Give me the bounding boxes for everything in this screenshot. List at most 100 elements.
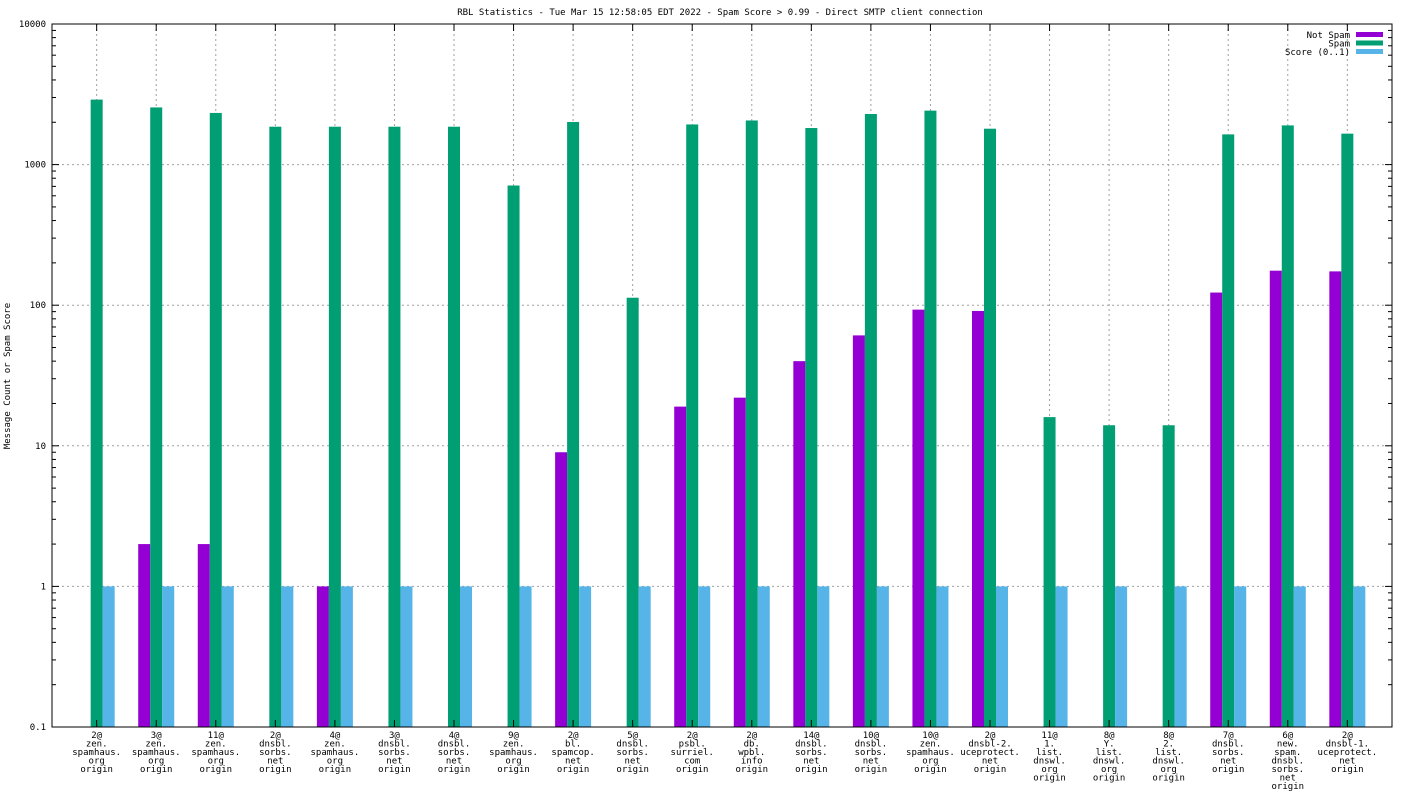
x-tick-label: sorbs.	[259, 748, 292, 758]
bar-not-spam	[972, 310, 984, 727]
y-tick-label: 10	[35, 442, 46, 452]
x-tick-label: org	[922, 757, 938, 767]
bar-score-0-1	[400, 586, 413, 727]
y-tick-label: 0.1	[30, 723, 46, 733]
bar-score-0-1	[460, 586, 472, 727]
x-tick-label: 10@	[922, 731, 939, 741]
x-tick-label: zen.	[920, 740, 942, 750]
x-tick-label: 2@	[270, 731, 281, 741]
x-tick-label: sorbs.	[1272, 765, 1305, 775]
x-tick-label: origin	[1033, 774, 1066, 784]
x-tick-label: origin	[200, 765, 233, 775]
x-tick-label: 1.	[1044, 740, 1055, 750]
bar-score-0-1	[1055, 586, 1068, 727]
bar-not-spam	[197, 544, 210, 727]
bar-not-spam	[555, 452, 568, 727]
x-tick-label: net	[446, 757, 462, 767]
x-tick-label: 3@	[389, 731, 400, 741]
y-tick-label: 1	[41, 582, 46, 592]
x-tick-label: sorbs.	[855, 748, 888, 758]
x-tick-label: wpbl.	[738, 748, 765, 758]
bar-not-spam	[674, 406, 687, 727]
x-tick-label: origin	[855, 765, 888, 775]
x-tick-label: zen.	[145, 740, 167, 750]
x-tick-label: org	[89, 757, 105, 767]
x-tick-label: sorbs.	[795, 748, 828, 758]
x-tick-label: list.	[1096, 748, 1123, 758]
bar-spam	[209, 112, 222, 727]
bar-score-0-1	[757, 586, 770, 727]
x-tick-label: dnsbl.	[616, 740, 649, 750]
x-tick-label: 9@	[508, 731, 519, 741]
bar-spam	[864, 114, 877, 727]
x-tick-label: 2@	[91, 731, 102, 741]
bar-spam	[567, 121, 580, 727]
bar-spam	[90, 99, 103, 727]
y-tick-labels: 0.1 1 10 100 1000 10000	[19, 20, 46, 733]
x-tick-label: 2@	[985, 731, 996, 741]
x-tick-label: 11@	[208, 731, 225, 741]
x-tick-label: origin	[676, 765, 709, 775]
bar-spam	[1281, 125, 1294, 728]
x-tick-label: origin	[736, 765, 769, 775]
x-tick-label: org	[1161, 765, 1177, 775]
bar-score-0-1	[1234, 586, 1247, 727]
x-tick-label: dnsbl.	[378, 740, 411, 750]
legend-swatch	[1356, 32, 1383, 37]
x-tick-label: origin	[80, 765, 113, 775]
x-tick-label: 2@	[687, 731, 698, 741]
x-tick-label: 2@	[1342, 731, 1353, 741]
x-tick-label: dnsbl.	[438, 740, 471, 750]
x-tick-label: 2@	[568, 731, 579, 741]
x-tick-label: zen.	[503, 740, 525, 750]
bar-not-spam	[1269, 270, 1282, 727]
bar-score-0-1	[519, 586, 532, 727]
bar-score-0-1	[579, 586, 592, 727]
plot-border	[51, 23, 1393, 728]
x-tick-label: origin	[1093, 774, 1126, 784]
x-tick-label: net	[1220, 757, 1236, 767]
x-tick-label: dnswl.	[1093, 757, 1126, 767]
x-tick-label: sorbs.	[616, 748, 649, 758]
bar-spam	[150, 107, 163, 728]
x-tick-label: 4@	[449, 731, 460, 741]
x-tick-label: org	[327, 757, 343, 767]
y-axis-label: Message Count or Spam Score	[3, 303, 13, 449]
bar-score-0-1	[1115, 586, 1128, 727]
bar-spam	[388, 126, 401, 727]
bar-not-spam	[316, 586, 329, 727]
x-tick-label: zen.	[324, 740, 346, 750]
bar-spam	[984, 128, 996, 727]
x-tick-label: net	[267, 757, 283, 767]
bar-not-spam	[852, 335, 865, 727]
x-tick-label: surriel.	[671, 748, 714, 758]
x-tick-label: 3@	[151, 731, 162, 741]
x-tick-label: origin	[259, 765, 292, 775]
x-tick-label: origin	[1152, 774, 1185, 784]
bar-spam	[805, 128, 818, 728]
x-tick-label: sorbs.	[1212, 748, 1245, 758]
bar-spam	[745, 120, 758, 727]
x-tick-label: origin	[557, 765, 590, 775]
bar-not-spam	[1329, 271, 1342, 727]
bar-spam	[328, 126, 341, 727]
bar-spam	[1341, 133, 1354, 727]
bar-spam	[686, 124, 699, 728]
y-tick-label: 100	[30, 301, 46, 311]
x-tick-label: net	[803, 757, 819, 767]
x-tick-label: origin	[914, 765, 947, 775]
x-tick-label: origin	[140, 765, 173, 775]
legend-swatch	[1356, 49, 1383, 54]
x-tick-label: spam.	[1274, 748, 1301, 758]
x-tick-label: dnsbl.	[795, 740, 828, 750]
bar-score-0-1	[281, 586, 294, 727]
x-tick-label: 8@	[1163, 731, 1174, 741]
bar-score-0-1	[817, 586, 830, 727]
x-tick-label: org	[208, 757, 224, 767]
bar-spam	[1103, 425, 1116, 727]
bar-spam	[1162, 425, 1175, 727]
bar-score-0-1	[221, 586, 234, 727]
x-tick-label: net	[1339, 757, 1355, 767]
bars	[90, 99, 1366, 728]
